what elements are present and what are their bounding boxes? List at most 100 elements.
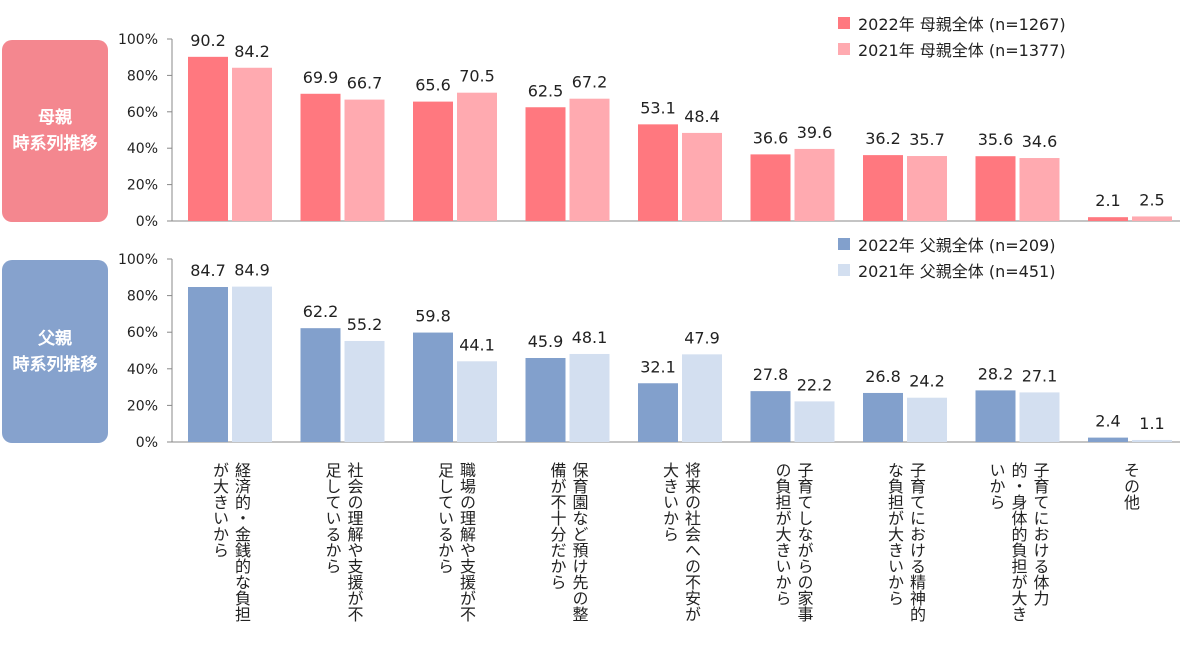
mother-bar xyxy=(344,99,385,221)
father-label-line1: 父親 xyxy=(38,328,72,349)
legend-swatch-mother-2021 xyxy=(838,43,850,55)
category-label-column: その他 xyxy=(1121,462,1140,510)
mother-bar xyxy=(457,92,497,221)
father-panel-label: 父親 時系列推移 xyxy=(2,260,108,443)
mother-panel-label: 母親 時系列推移 xyxy=(2,40,108,222)
father-data-label: 22.2 xyxy=(797,375,833,394)
father-bar xyxy=(638,383,678,442)
mother-data-label: 70.5 xyxy=(459,67,495,86)
mother-data-label: 34.6 xyxy=(1022,132,1058,151)
mother-y-tick-label: 80% xyxy=(127,68,158,84)
category-label-column: 職場の理解や支援が不 xyxy=(457,462,476,622)
category-label-column: 的・身体的負担が大き xyxy=(1008,462,1028,622)
father-y-tick-label: 60% xyxy=(127,325,158,341)
category-label-column: 子育てにおける体力 xyxy=(1030,462,1050,606)
mother-y-tick-label: 40% xyxy=(127,141,158,157)
category-label: その他 xyxy=(1119,462,1141,510)
father-data-label: 28.2 xyxy=(978,364,1014,383)
category-label-column: 保育園など預け先の整 xyxy=(569,462,589,622)
category-label: 子育てにおける体力 的・身体的負担が大き いから xyxy=(985,462,1051,622)
category-label-column: の負担が大きいから xyxy=(772,462,792,606)
father-data-label: 1.1 xyxy=(1139,414,1164,433)
father-data-label: 84.9 xyxy=(234,261,270,280)
father-bar xyxy=(682,354,722,442)
mother-bar xyxy=(188,56,228,221)
mother-bar xyxy=(750,154,791,221)
legend-label-father-2021: 2021年 父親全体 (n=451) xyxy=(858,262,1056,281)
mother-bar xyxy=(300,93,341,221)
mother-bar xyxy=(975,156,1016,221)
category-label: 保育園など預け先の整 備が不十分だから xyxy=(546,462,590,622)
mother-label-line2: 時系列推移 xyxy=(12,134,98,154)
father-bar xyxy=(300,328,341,442)
mother-bar xyxy=(569,98,610,221)
father-bar xyxy=(569,353,610,442)
legend-swatch-father-2022 xyxy=(838,238,850,250)
father-bar xyxy=(1019,392,1060,442)
mother-data-label: 36.6 xyxy=(753,128,789,147)
father-bar xyxy=(907,397,947,442)
legend-label-father-2022: 2022年 父親全体 (n=209) xyxy=(858,236,1056,255)
category-label-column: 経済的・金銭的な負担 xyxy=(232,462,251,622)
father-data-label: 47.9 xyxy=(684,328,720,347)
father-data-label: 84.7 xyxy=(190,261,226,280)
father-y-tick-label: 0% xyxy=(136,435,158,451)
legend-label-mother-2021: 2021年 母親全体 (n=1377) xyxy=(858,41,1066,60)
mother-y-tick-label: 0% xyxy=(136,214,158,230)
category-label-column: な負担が大きいから xyxy=(885,462,904,606)
father-y-tick-label: 100% xyxy=(118,252,158,268)
category-label: 子育てしながらの家事 の負担が大きいから xyxy=(771,462,815,622)
father-data-label: 44.1 xyxy=(459,335,495,354)
category-label-column: 備が不十分だから xyxy=(547,462,567,590)
legend-item-mother-2021: 2021年 母親全体 (n=1377) xyxy=(838,36,1066,62)
father-label-line2: 時系列推移 xyxy=(12,354,98,375)
father-bar xyxy=(1088,437,1128,442)
mother-bar xyxy=(907,156,947,221)
mother-bar xyxy=(638,124,678,221)
mother-y-tick-label: 100% xyxy=(118,32,158,48)
mother-data-label: 84.2 xyxy=(234,42,270,61)
father-y-tick-label: 40% xyxy=(127,362,158,378)
father-data-label: 27.1 xyxy=(1022,366,1058,385)
father-bar xyxy=(975,390,1016,442)
mother-bar xyxy=(232,67,272,221)
mother-data-label: 48.4 xyxy=(684,107,720,126)
mother-data-label: 35.6 xyxy=(978,130,1014,149)
father-data-label: 27.8 xyxy=(753,365,789,384)
father-data-label: 2.4 xyxy=(1095,412,1120,431)
father-data-label: 26.8 xyxy=(865,367,901,386)
father-legend: 2022年 父親全体 (n=209) 2021年 父親全体 (n=451) xyxy=(838,231,1055,283)
mother-data-label: 66.7 xyxy=(347,74,383,93)
legend-swatch-mother-2022 xyxy=(838,17,850,29)
father-data-label: 48.1 xyxy=(572,328,608,347)
mother-bar xyxy=(1088,217,1128,221)
father-bar xyxy=(413,332,453,442)
category-label-column: 将来の社会への不安が xyxy=(682,462,701,622)
father-bar xyxy=(344,340,385,442)
mother-data-label: 2.5 xyxy=(1139,190,1164,209)
mother-bar xyxy=(413,101,453,221)
category-label-column: 社会の理解や支援が不 xyxy=(344,462,364,622)
father-bar xyxy=(1132,439,1172,442)
father-data-label: 24.2 xyxy=(909,372,945,391)
father-bar xyxy=(188,286,228,442)
mother-legend: 2022年 母親全体 (n=1267) 2021年 母親全体 (n=1377) xyxy=(838,10,1066,62)
category-label: 経済的・金銭的な負担 が大きいから xyxy=(208,462,252,622)
mother-data-label: 65.6 xyxy=(415,76,451,95)
father-y-tick-label: 20% xyxy=(127,398,158,414)
mother-data-label: 67.2 xyxy=(572,73,608,92)
father-bar xyxy=(750,391,791,442)
mother-data-label: 69.9 xyxy=(303,68,339,87)
father-bar xyxy=(232,286,272,442)
mother-bar xyxy=(794,148,835,221)
category-label-column: が大きいから xyxy=(210,462,229,558)
category-label-column: 足しているから xyxy=(322,462,342,574)
father-y-tick-label: 80% xyxy=(127,289,158,305)
father-data-label: 59.8 xyxy=(415,307,451,326)
mother-bar xyxy=(1132,216,1172,221)
mother-y-tick-label: 20% xyxy=(127,178,158,194)
category-label-column: 子育てしながらの家事 xyxy=(794,462,814,622)
mother-data-label: 36.2 xyxy=(865,129,901,148)
